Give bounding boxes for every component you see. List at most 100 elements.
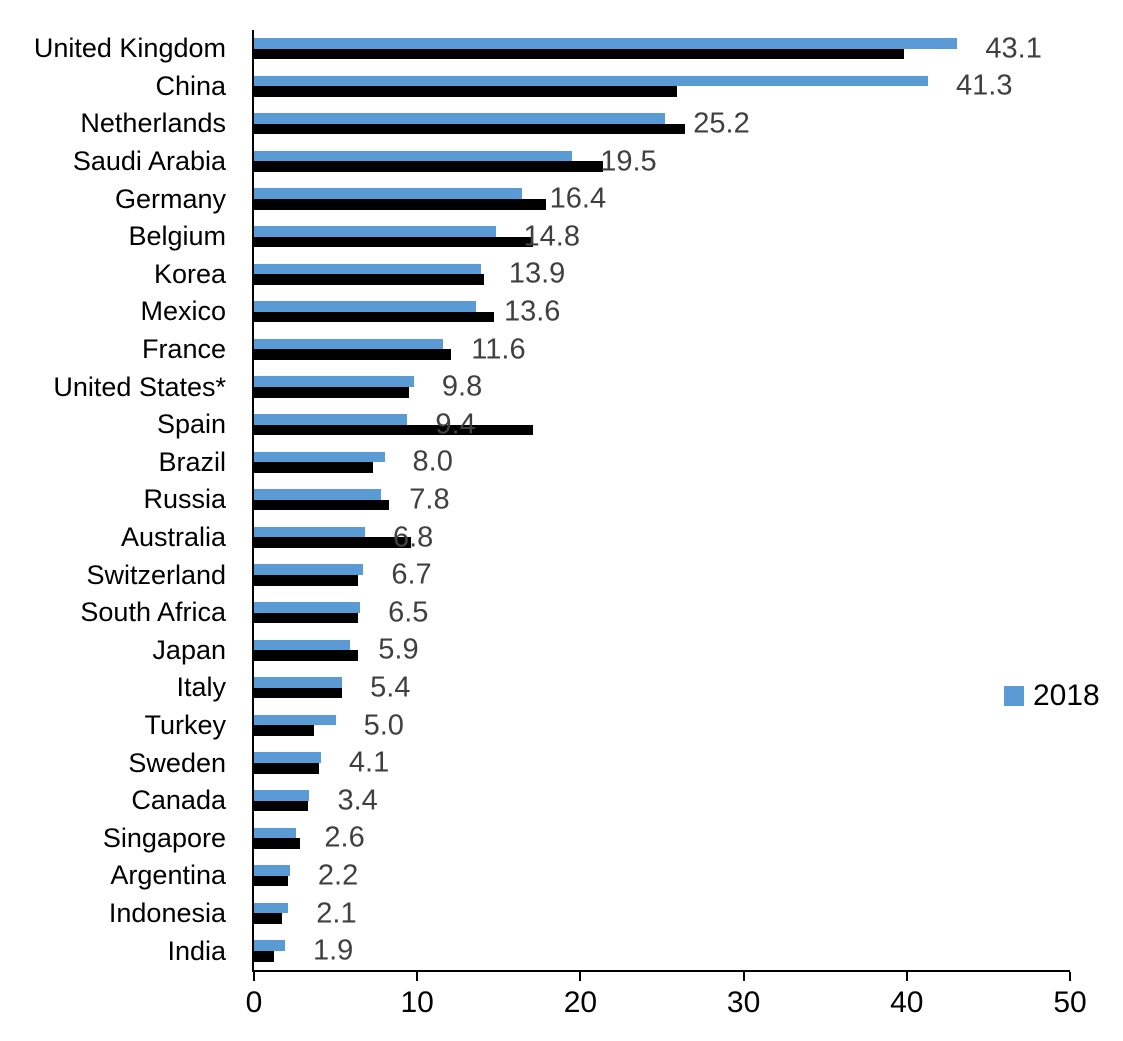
bar-2018-korea	[254, 263, 481, 275]
x-tick-20	[579, 972, 582, 981]
category-label-russia: Russia	[143, 484, 226, 515]
value-label-united-states: 9.8	[441, 370, 483, 403]
row-sweden: 4.1	[254, 744, 1070, 782]
bar-2018-germany	[254, 188, 522, 200]
bar-2014-australia	[254, 537, 411, 549]
bar-2014-germany	[254, 199, 547, 210]
value-label-china: 41.3	[956, 69, 1013, 102]
row-saudi-arabia: 19.5	[254, 143, 1070, 181]
bar-2018-argentina	[254, 865, 290, 876]
row-netherlands: 25.2	[254, 105, 1070, 143]
row-switzerland: 6.7	[254, 556, 1070, 594]
bar-2018-united-kingdom	[254, 38, 958, 49]
category-label-australia: Australia	[120, 522, 226, 553]
bar-2018-australia	[254, 526, 365, 538]
row-china: 41.3	[254, 68, 1070, 106]
bar-2014-saudi-arabia	[254, 161, 604, 173]
category-label-netherlands: Netherlands	[80, 108, 226, 139]
value-label-netherlands: 25.2	[693, 107, 750, 140]
x-tick-label-40: 40	[890, 986, 924, 1019]
category-label-canada: Canada	[131, 785, 226, 816]
value-label-germany: 16.4	[549, 182, 607, 215]
value-label-japan: 5.9	[378, 633, 419, 666]
row-france: 11.6	[254, 331, 1070, 369]
value-label-sweden: 4.1	[348, 746, 390, 779]
row-japan: 5.9	[254, 632, 1070, 670]
row-argentina: 2.2	[254, 857, 1070, 895]
category-label-united-states: United States*	[53, 371, 226, 402]
bar-2018-brazil	[254, 451, 385, 463]
value-label-switzerland: 6.7	[391, 558, 432, 591]
bar-2014-turkey	[254, 725, 315, 737]
row-canada: 3.4	[254, 782, 1070, 820]
legend: 2018 2014	[1004, 681, 1123, 711]
row-germany: 16.4	[254, 180, 1070, 218]
bar-2014-korea	[254, 274, 485, 285]
value-label-argentina: 2.2	[317, 859, 359, 892]
value-label-canada: 3.4	[337, 784, 378, 817]
value-label-mexico: 13.6	[503, 295, 561, 328]
bar-2014-canada	[254, 800, 308, 812]
x-tick-40	[905, 972, 908, 981]
bar-2014-japan	[254, 650, 359, 661]
category-label-spain: Spain	[156, 409, 226, 440]
plot-area: 43.1 41.3 25.2 19.5 16.4 14.8 13.9 13.6 11.6 9.8 9…	[252, 30, 1100, 981]
row-indonesia: 2.1	[254, 895, 1070, 933]
x-tick-label-0: 0	[245, 986, 263, 1019]
bar-2018-france	[254, 338, 444, 350]
x-tick-label-30: 30	[726, 986, 761, 1019]
value-label-saudi-arabia: 19.5	[600, 145, 657, 178]
x-tick-50	[1069, 972, 1071, 981]
bar-2014-china	[254, 86, 677, 97]
row-united-states: 9.8	[254, 368, 1070, 406]
bar-2014-singapore	[254, 838, 300, 849]
value-label-spain: 9.4	[435, 408, 476, 441]
x-tick-0	[253, 972, 255, 981]
value-label-france: 11.6	[471, 333, 526, 366]
category-axis-labels: United Kingdom China Netherlands Saudi Arab…	[0, 30, 226, 970]
category-label-argentina: Argentina	[110, 860, 226, 891]
category-label-korea: Korea	[153, 258, 226, 289]
bar-2014-brazil	[254, 462, 374, 473]
value-label-singapore: 2.6	[324, 821, 365, 854]
bar-2014-argentina	[254, 875, 289, 887]
bar-2018-switzerland	[254, 564, 364, 576]
category-label-italy: Italy	[176, 672, 226, 703]
bar-2014-united-kingdom	[254, 48, 904, 60]
bar-2014-india	[254, 951, 274, 962]
category-label-indonesia: Indonesia	[108, 898, 226, 929]
x-tick-label-10: 10	[400, 986, 434, 1019]
value-label-italy: 5.4	[370, 671, 411, 704]
category-label-sweden: Sweden	[128, 747, 226, 778]
row-russia: 7.8	[254, 481, 1070, 519]
row-singapore: 2.6	[254, 820, 1070, 858]
bar-2018-italy	[254, 677, 343, 688]
category-label-united-kingdom: United Kingdom	[33, 33, 226, 64]
category-label-belgium: Belgium	[128, 221, 226, 252]
category-label-india: India	[167, 935, 226, 966]
bar-2018-mexico	[254, 301, 476, 312]
bar-2018-india	[254, 940, 285, 952]
bar-2014-switzerland	[254, 575, 359, 586]
row-korea: 13.9	[254, 256, 1070, 294]
value-label-korea: 13.9	[508, 257, 566, 290]
value-label-australia: 6.8	[392, 521, 434, 554]
bar-2018-turkey	[254, 714, 336, 726]
x-tick-label-50: 50	[1053, 986, 1087, 1019]
category-label-switzerland: Switzerland	[86, 559, 226, 590]
bar-2018-saudi-arabia	[254, 150, 573, 162]
bar-2018-sweden	[254, 752, 321, 764]
bar-2018-canada	[254, 790, 310, 801]
bar-2018-south-africa	[254, 602, 361, 613]
bar-2014-france	[254, 349, 452, 361]
bar-2014-united-states	[254, 387, 410, 398]
value-label-russia: 7.8	[409, 483, 450, 516]
category-label-germany: Germany	[114, 183, 226, 214]
x-tick-10	[416, 972, 419, 981]
category-label-japan: Japan	[152, 634, 226, 665]
category-label-china: China	[155, 70, 226, 101]
value-label-india: 1.9	[313, 934, 354, 967]
bar-2014-south-africa	[254, 612, 359, 624]
category-label-singapore: Singapore	[102, 822, 226, 853]
